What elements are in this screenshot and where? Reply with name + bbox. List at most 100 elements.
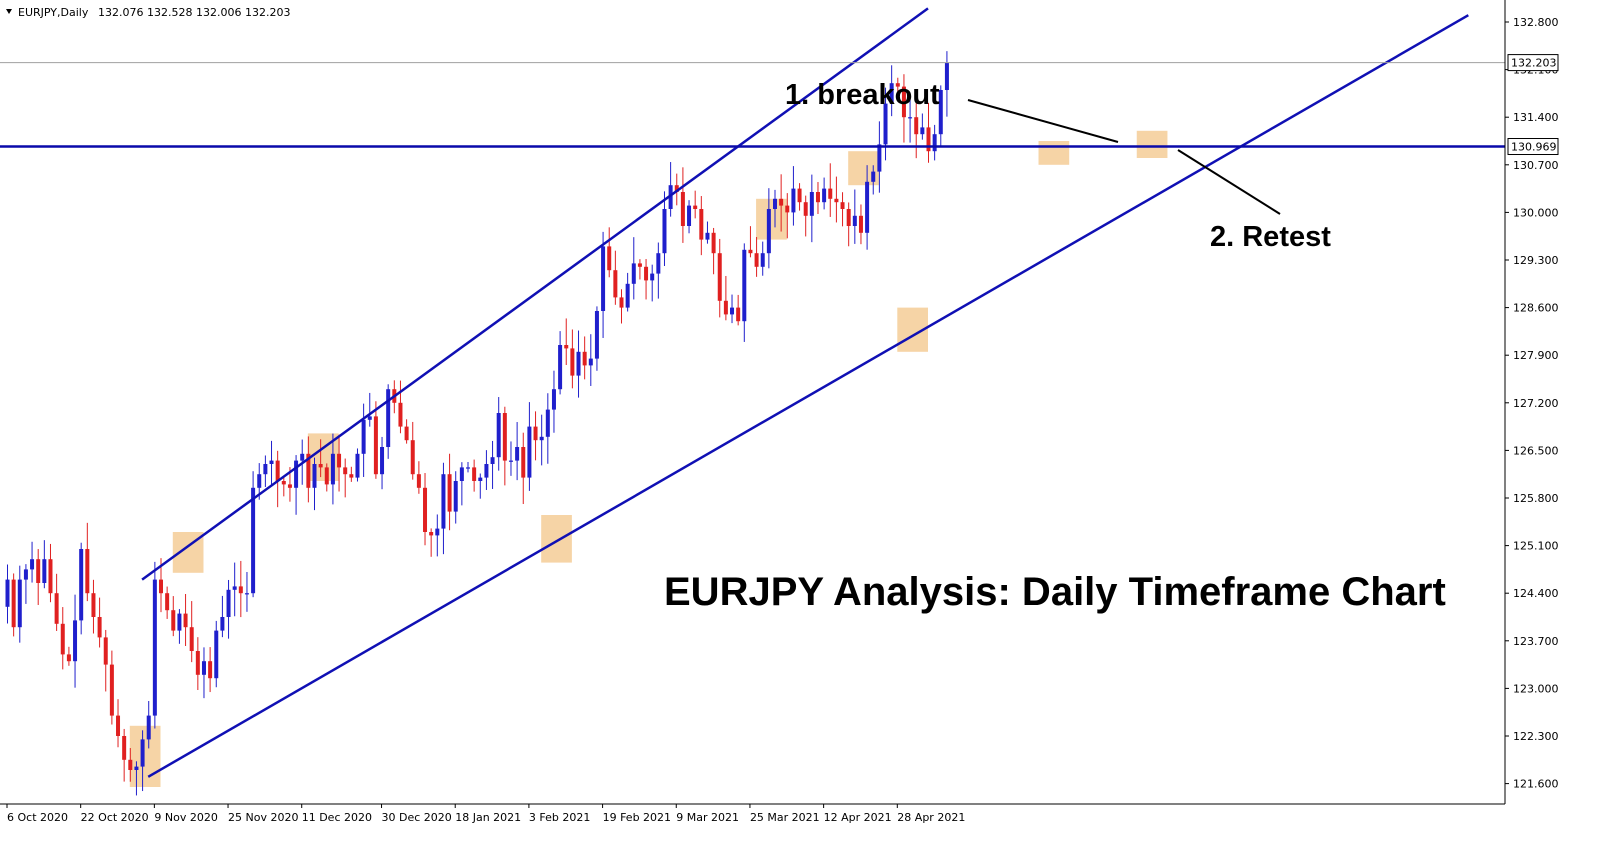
- y-tick-label: 131.400: [1513, 111, 1559, 124]
- candle-body: [926, 127, 931, 152]
- candle-body: [380, 447, 385, 475]
- candle-body: [103, 637, 108, 665]
- breakout-pointer: [967, 99, 1119, 143]
- candle-body: [920, 127, 925, 135]
- candle-body: [508, 460, 513, 462]
- candle-body: [730, 307, 735, 315]
- y-tick-label: 123.000: [1513, 682, 1559, 695]
- candle-body: [785, 205, 790, 213]
- candle-body: [306, 453, 311, 488]
- ohlc-values: 132.076 132.528 132.006 132.203: [98, 6, 290, 19]
- candle-body: [97, 617, 102, 638]
- candle-body: [91, 593, 96, 617]
- candle-body: [85, 549, 90, 594]
- x-tick-label: 28 Apr 2021: [897, 811, 965, 824]
- x-tick-label: 25 Nov 2020: [228, 811, 298, 824]
- x-tick-label: 30 Dec 2020: [382, 811, 452, 824]
- candle-body: [300, 453, 305, 461]
- candle-body: [410, 440, 415, 475]
- candle-body: [502, 413, 507, 461]
- time-axis: 6 Oct 2020 22 Oct 2020 9 Nov 2020 25 Nov 20…: [0, 803, 1505, 824]
- candle-body: [631, 263, 636, 284]
- chart-header: EURJPY,Daily 132.076 132.528 132.006 132…: [6, 6, 290, 19]
- candle-body: [189, 627, 194, 651]
- candle-body: [116, 715, 121, 736]
- candle-body: [73, 620, 78, 662]
- candle-body: [779, 198, 784, 206]
- candle-body: [828, 188, 833, 199]
- candle-body: [601, 246, 606, 311]
- candle-body: [416, 474, 421, 488]
- x-tick-label: 9 Nov 2020: [154, 811, 217, 824]
- candle-body: [883, 103, 888, 145]
- candle-body: [244, 593, 249, 595]
- candle-body: [742, 249, 747, 322]
- candle-body: [748, 249, 753, 254]
- candle-body: [687, 205, 692, 226]
- chart-menu-triangle-icon[interactable]: [6, 9, 12, 14]
- candle-body: [496, 413, 501, 458]
- candle-body: [220, 617, 225, 631]
- highlight-zone: [1136, 130, 1168, 158]
- candle-body: [846, 209, 851, 226]
- candle-body: [754, 253, 759, 267]
- current-price-tag-box: [1507, 54, 1559, 72]
- candle-body: [122, 736, 127, 760]
- candle-body: [889, 83, 894, 104]
- candle-body: [834, 198, 839, 203]
- candle-body: [773, 198, 777, 209]
- trend-lines: [0, 7, 1505, 778]
- candle-body: [337, 453, 342, 468]
- candle-body: [435, 528, 440, 536]
- candle-body: [373, 416, 378, 475]
- annotations: 1. breakout 2. Retest EURJPY Analysis: D…: [664, 79, 1446, 614]
- price-axis: 132.800132.100131.400130.700130.000129.3…: [1504, 0, 1559, 804]
- retest-pointer: [1177, 149, 1281, 215]
- candle-body: [54, 593, 59, 624]
- candle-body: [558, 345, 563, 390]
- candle-body: [865, 181, 870, 233]
- candle-body: [539, 436, 544, 441]
- candle-body: [637, 263, 642, 267]
- candle-body: [361, 419, 366, 454]
- candle-body: [294, 460, 299, 488]
- candle-body: [619, 297, 624, 308]
- candle-body: [564, 345, 569, 349]
- candle-body: [214, 630, 219, 679]
- candle-body: [459, 467, 464, 481]
- candle-body: [109, 664, 114, 716]
- candle-body: [367, 416, 372, 420]
- candle-body: [582, 351, 587, 366]
- highlight-zone: [541, 515, 572, 563]
- candle-body: [613, 270, 618, 298]
- candle-body: [146, 715, 151, 740]
- candle-body: [140, 739, 145, 767]
- y-tick-label: 130.700: [1513, 159, 1559, 172]
- symbol-label: EURJPY,Daily: [18, 6, 89, 19]
- candle-body: [134, 766, 139, 770]
- candle-body: [914, 117, 919, 135]
- candle-body: [472, 467, 477, 481]
- candle-body: [30, 559, 35, 570]
- candle-body: [48, 559, 53, 594]
- candle-body: [570, 348, 575, 376]
- y-tick-label: 121.600: [1513, 778, 1559, 791]
- candle-body: [466, 467, 470, 469]
- candle-body: [17, 579, 22, 628]
- candle-body: [901, 86, 906, 118]
- y-tick-label: 124.400: [1513, 587, 1559, 600]
- y-tick-label: 127.900: [1513, 349, 1559, 362]
- candle-body: [840, 202, 845, 209]
- candle-body: [797, 188, 802, 203]
- x-tick-label: 22 Oct 2020: [81, 811, 149, 824]
- candle-body: [66, 654, 71, 662]
- highlight-zone: [129, 725, 161, 787]
- candle-body: [330, 453, 335, 485]
- candle-body: [938, 90, 943, 135]
- candle-body: [693, 205, 698, 209]
- x-tick-label: 3 Feb 2021: [529, 811, 590, 824]
- candle-body: [423, 487, 428, 532]
- level-price-tag-box: [1507, 138, 1559, 156]
- y-tick-label: 126.500: [1513, 444, 1559, 457]
- candle-body: [404, 426, 409, 441]
